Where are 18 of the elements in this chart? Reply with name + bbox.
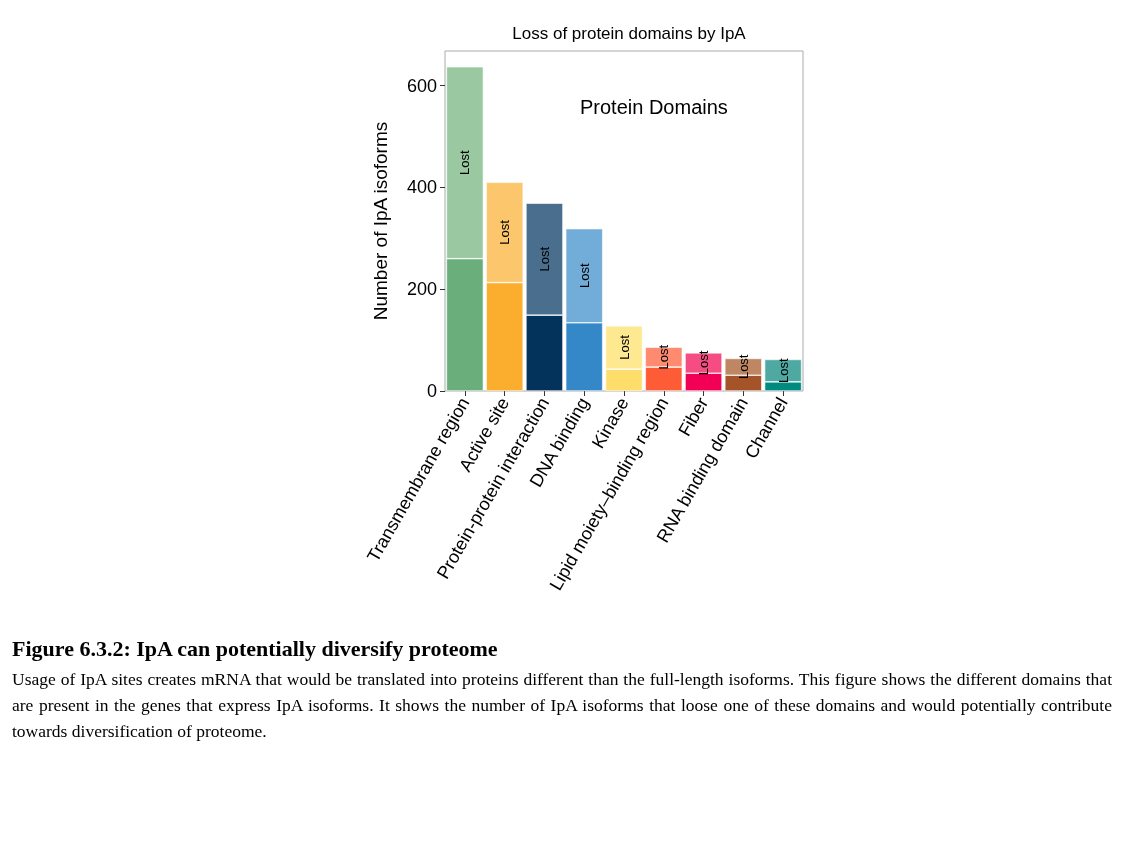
chart-title: Loss of protein domains by IpA <box>512 24 747 43</box>
y-tick-label: 600 <box>406 75 437 96</box>
text: Usage of IpA sites creates mRNA that would be translated into proteins different than the full-length isoforms. This figure shows the different domains that are present in the genes that express IpA isoforms. It shows the number of IpA isoforms that loose one of these domains and would potentially contribute towards diversification of proteome. <box>12 668 1112 743</box>
text: Lost <box>536 246 552 272</box>
y-tick-label: 200 <box>406 279 437 300</box>
text: Lost <box>696 350 712 376</box>
annotation: Protein Domains <box>580 96 728 118</box>
text: Lost <box>457 150 473 176</box>
y-tick-label: 0 <box>426 381 437 401</box>
series-label: Lost <box>775 357 791 383</box>
text: Lost <box>616 335 632 360</box>
text: Lost <box>735 354 751 380</box>
text: Lost <box>656 344 672 370</box>
text: Lost <box>576 263 592 288</box>
y-axis-title: Number of IpA isoforms <box>370 121 391 321</box>
y-tick-label: 400 <box>406 177 437 198</box>
text: Lost <box>497 220 513 245</box>
caption: Figure 6.3.2: IpA can potentially diversify proteome <box>12 636 499 662</box>
